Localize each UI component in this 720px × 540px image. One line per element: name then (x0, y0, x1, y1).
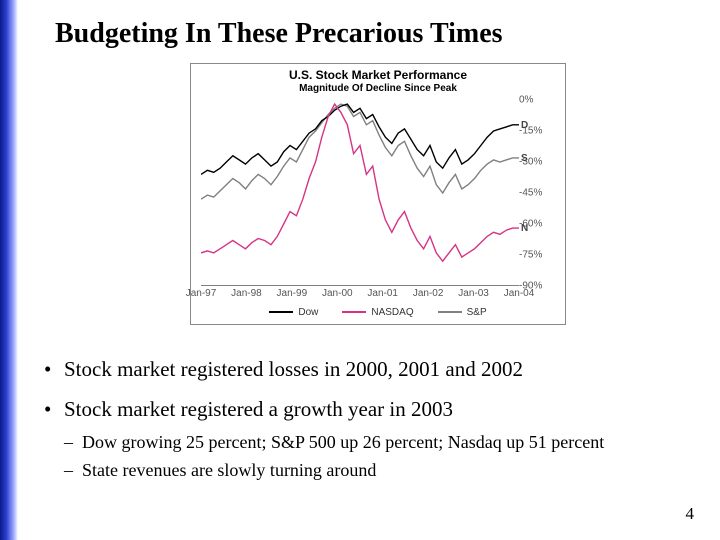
legend-item: NASDAQ (342, 307, 413, 318)
series-sp (201, 104, 519, 199)
x-tick-label: Jan-97 (186, 288, 217, 299)
legend-item: Dow (269, 307, 318, 318)
legend-swatch (269, 311, 293, 313)
x-tick-label: Jan-01 (367, 288, 398, 299)
bullet-list: Stock market registered losses in 2000, … (44, 356, 696, 496)
chart-lines (201, 100, 519, 286)
chart-legend: Dow NASDAQ S&P (191, 303, 565, 321)
y-tick-label: -45% (519, 188, 559, 199)
slide: Budgeting In These Precarious Times U.S.… (0, 0, 720, 540)
legend-swatch (438, 311, 462, 313)
bullet-ul: Stock market registered losses in 2000, … (44, 356, 696, 482)
left-accent-stripe (0, 0, 18, 540)
x-tick-label: Jan-02 (413, 288, 444, 299)
legend-label: S&P (467, 307, 487, 318)
sub-bullet-list: Dow growing 25 percent; S&P 500 up 26 pe… (64, 431, 696, 482)
bullet-item: Stock market registered losses in 2000, … (44, 356, 696, 382)
bullet-text: Stock market registered losses in 2000, … (64, 357, 523, 381)
legend-item: S&P (438, 307, 487, 318)
stock-chart: U.S. Stock Market Performance Magnitude … (190, 63, 566, 325)
series-end-letter: S (521, 153, 528, 164)
legend-label: Dow (298, 307, 318, 318)
page-number: 4 (686, 504, 695, 524)
x-tick-label: Jan-03 (458, 288, 489, 299)
x-tick-label: Jan-00 (322, 288, 353, 299)
x-tick-label: Jan-99 (277, 288, 308, 299)
chart-subtitle: Magnitude Of Decline Since Peak (191, 83, 565, 94)
series-end-letter: N (521, 223, 528, 234)
slide-title: Budgeting In These Precarious Times (55, 18, 503, 50)
y-tick-label: 0% (519, 95, 559, 106)
series-dow (201, 104, 519, 174)
bullet-item: Stock market registered a growth year in… (44, 396, 696, 481)
sub-bullet-item: Dow growing 25 percent; S&P 500 up 26 pe… (64, 431, 696, 454)
bullet-text: Stock market registered a growth year in… (64, 397, 453, 421)
x-tick-label: Jan-04 (504, 288, 535, 299)
chart-title: U.S. Stock Market Performance (191, 68, 565, 82)
x-tick-label: Jan-98 (231, 288, 262, 299)
legend-swatch (342, 311, 366, 313)
series-end-letter: D (521, 120, 528, 131)
sub-bullet-item: State revenues are slowly turning around (64, 459, 696, 482)
legend-label: NASDAQ (371, 307, 413, 318)
series-nasdaq (201, 104, 519, 261)
y-tick-label: -75% (519, 250, 559, 261)
chart-plot-area (201, 100, 519, 286)
